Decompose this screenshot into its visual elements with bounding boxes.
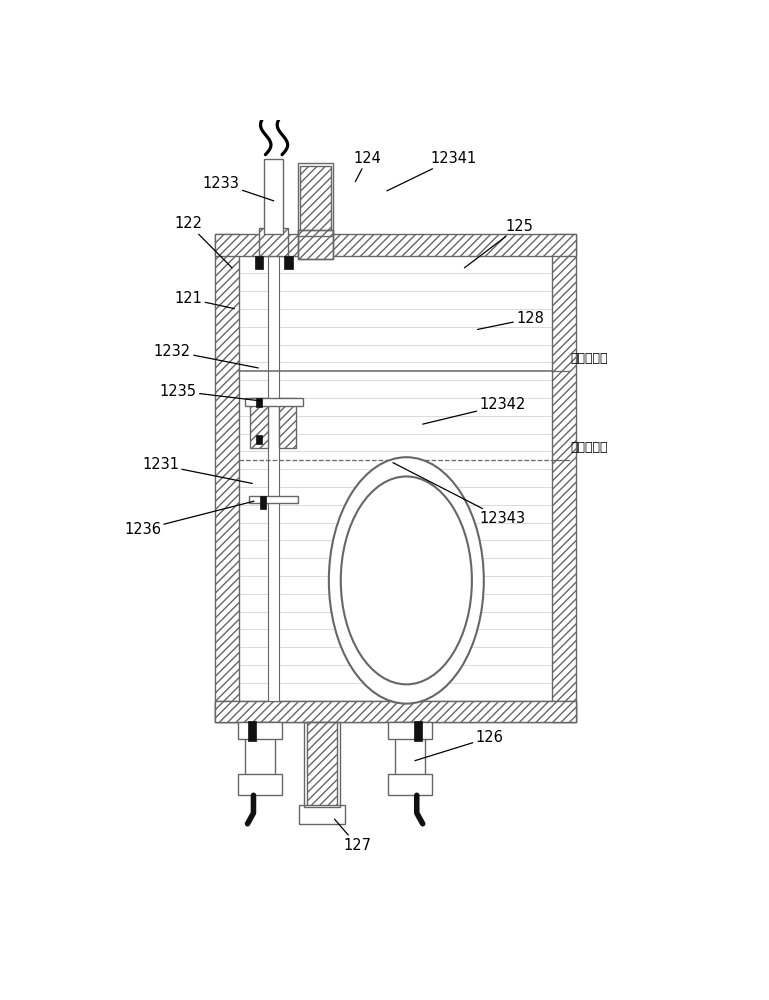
Bar [215,234,239,722]
Bar [238,722,282,739]
Bar [265,158,283,234]
Text: 1236: 1236 [124,501,254,537]
Bar [304,722,341,807]
Text: 1235: 1235 [160,384,261,401]
Bar [307,722,337,807]
Bar [215,701,576,722]
Bar [268,256,279,701]
Bar [215,234,576,256]
Bar [388,774,432,795]
Text: 下控制水位: 下控制水位 [570,441,608,454]
Bar [285,256,293,269]
Text: 128: 128 [478,311,544,329]
Text: 127: 127 [335,819,371,853]
Ellipse shape [341,476,472,684]
Bar [249,496,298,503]
Text: 上控制水位: 上控制水位 [570,352,608,365]
Bar [238,774,282,795]
Text: 12342: 12342 [423,397,526,424]
Text: 122: 122 [175,216,232,268]
Bar [414,721,422,741]
Text: 121: 121 [175,291,235,309]
Text: 124: 124 [354,151,381,182]
Text: 1232: 1232 [154,344,258,368]
Text: 1231: 1231 [142,457,252,483]
Bar [300,166,331,234]
Bar [259,228,288,256]
Bar [260,496,266,509]
Bar [552,234,576,722]
Bar [251,398,268,448]
Bar [395,722,425,776]
Bar [255,256,263,269]
Bar [388,722,432,739]
Bar [245,398,303,406]
Text: 126: 126 [415,730,504,761]
Bar [215,701,576,722]
Text: 125: 125 [464,219,533,268]
Bar [298,805,345,824]
Bar [298,163,333,235]
Bar [279,398,296,448]
Bar [245,722,275,776]
Bar [298,230,333,259]
Text: 12341: 12341 [387,151,477,191]
Bar [298,230,333,259]
Bar [248,721,256,741]
Text: 1233: 1233 [203,176,274,201]
Ellipse shape [329,457,484,704]
Bar [256,398,262,407]
Text: 12343: 12343 [393,463,526,526]
Bar [256,435,262,444]
